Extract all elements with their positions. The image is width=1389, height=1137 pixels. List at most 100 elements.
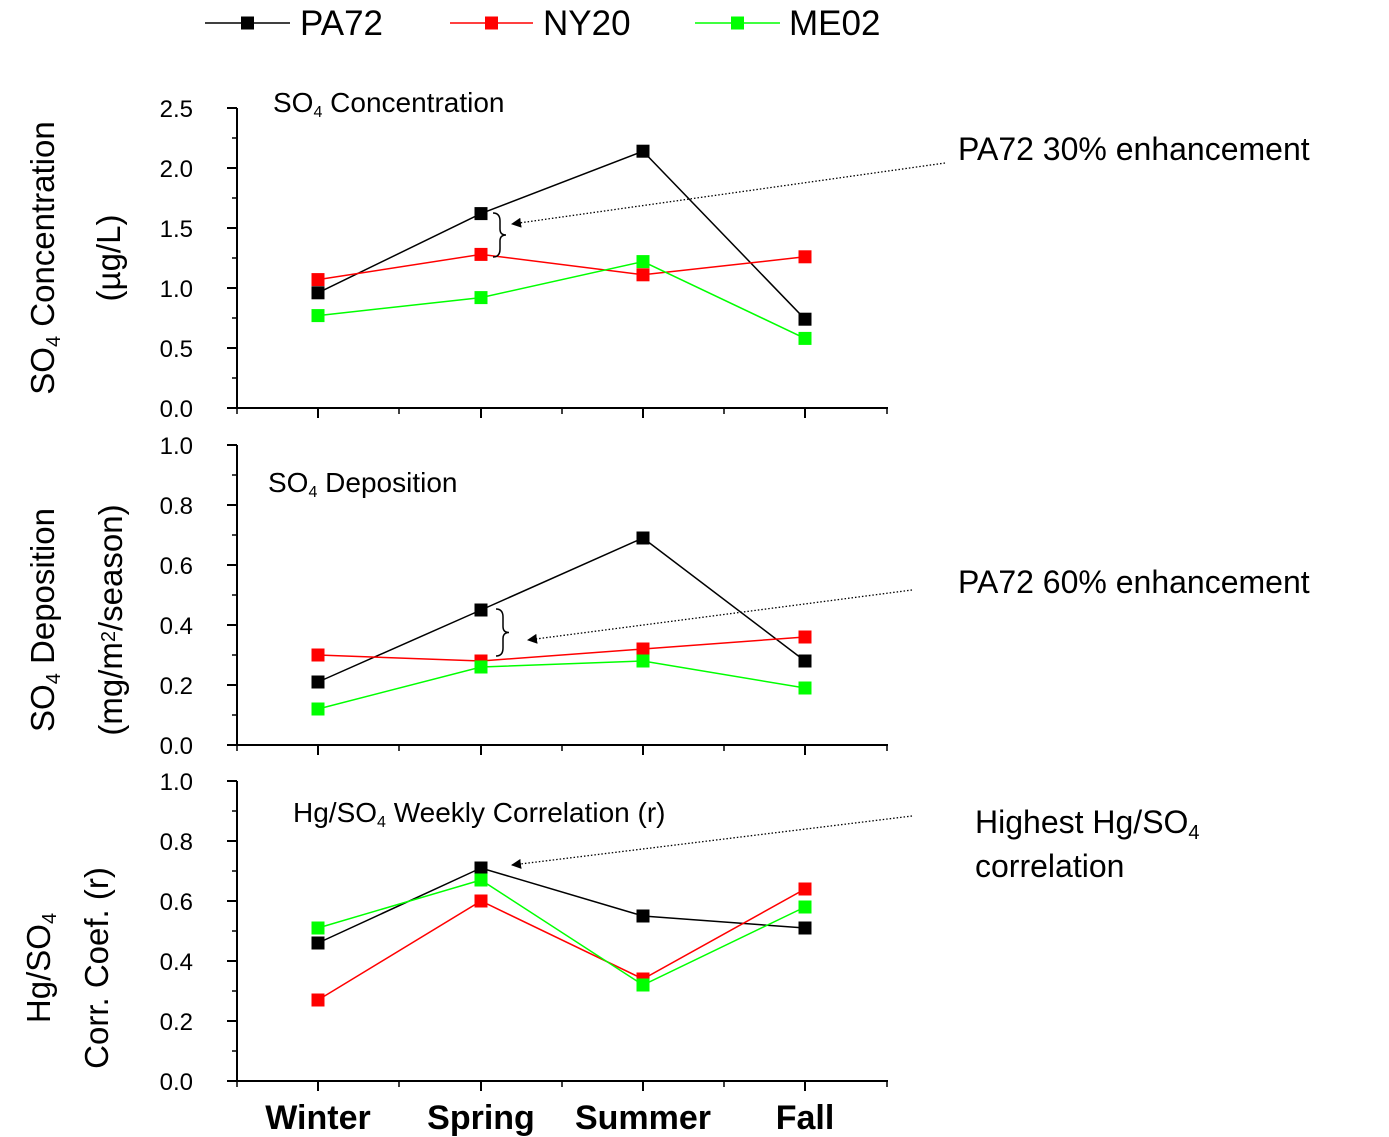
data-point-pa72-fall (798, 312, 812, 326)
data-point-ny20-spring (474, 247, 488, 261)
y-tick-label: 1.0 (160, 769, 193, 796)
data-point-pa72-spring (474, 603, 488, 617)
y-axis-unit: (µg/L) (90, 215, 127, 302)
arrow-correlation (511, 815, 913, 869)
data-point-ny20-summer (636, 268, 650, 282)
data-point-ny20-summer (636, 642, 650, 656)
x-axis-categories: Winter Spring Summer Fall (265, 1099, 834, 1137)
ylabel-main: Hg/SO (20, 924, 57, 1023)
ylabel-main: SO (24, 347, 61, 395)
legend-marker (731, 16, 744, 30)
panel-title: SO4 Concentration (273, 87, 504, 121)
data-point-ny20-winter (311, 648, 325, 662)
data-point-pa72-summer (636, 144, 650, 158)
data-point-pa72-fall (798, 921, 812, 935)
data-point-ny20-winter (311, 993, 325, 1007)
title-main: Hg/SO (293, 797, 377, 828)
ylabel-unit-superscript: 2 (98, 631, 120, 642)
series-line (317, 150, 806, 320)
brace-concentration (492, 212, 507, 258)
legend-marker (241, 16, 254, 30)
data-point-me02-summer (636, 255, 650, 269)
legend-marker (485, 16, 498, 30)
y-axis-title: Hg/SO4 (20, 913, 61, 1023)
annotation-deposition: PA72 60% enhancement (958, 564, 1310, 600)
y-tick-label: 2.0 (160, 156, 193, 183)
annotations: PA72 30% enhancement PA72 60% enhancement… (492, 131, 1310, 884)
annotation-main: Highest Hg/SO (975, 804, 1188, 840)
legend: PA72 NY20 ME02 (205, 4, 880, 43)
series-pa72 (311, 531, 812, 689)
title-subscript: 4 (308, 484, 317, 501)
y-tick-label: 0.2 (160, 1009, 193, 1036)
annotation-concentration: PA72 30% enhancement (958, 131, 1310, 167)
y-tick-label: 0.4 (160, 613, 193, 640)
y-tick-label: 0.0 (160, 396, 193, 423)
series-ny20 (311, 630, 812, 668)
series-pa72 (311, 861, 812, 950)
data-point-pa72-winter (311, 675, 325, 689)
arrow-concentration (511, 162, 946, 228)
title-subscript: 4 (313, 104, 322, 121)
annotation-subscript: 4 (1188, 822, 1199, 844)
legend-item-pa72: PA72 (205, 4, 383, 43)
legend-label: ME02 (789, 4, 880, 43)
data-point-pa72-winter (311, 936, 325, 950)
ylabel-unit-pre: (mg/m (92, 642, 129, 736)
x-category-fall: Fall (776, 1099, 835, 1137)
panel-title: SO4 Deposition (268, 467, 457, 501)
series-line (317, 260, 806, 340)
y-tick-label: 0.0 (160, 733, 193, 760)
series-line (317, 636, 806, 662)
annotation-correlation-line1: Highest Hg/SO4 (975, 804, 1200, 844)
legend-label: NY20 (543, 4, 631, 43)
series-ny20 (311, 247, 812, 287)
panel-title: Hg/SO4 Weekly Correlation (r) (293, 797, 666, 831)
data-point-ny20-winter (311, 273, 325, 287)
data-point-pa72-winter (311, 286, 325, 300)
title-main: SO (268, 467, 308, 498)
title-rest: Weekly Correlation (r) (386, 797, 666, 828)
data-point-me02-fall (798, 900, 812, 914)
y-axis-title: SO4 Deposition (24, 508, 65, 732)
data-point-ny20-fall (798, 250, 812, 264)
series-me02 (311, 873, 812, 992)
x-category-spring: Spring (427, 1099, 535, 1137)
y-tick-label: 0.6 (160, 553, 193, 580)
ylabel-unit-post: /season) (92, 504, 129, 631)
series-line (317, 537, 806, 683)
annotation-correlation-line2: correlation (975, 848, 1124, 884)
y-tick-label: 2.5 (160, 96, 193, 123)
data-point-pa72-summer (636, 909, 650, 923)
ylabel-main: SO (24, 684, 61, 732)
ylabel-subscript: 4 (39, 913, 61, 924)
data-point-ny20-fall (798, 630, 812, 644)
data-point-me02-spring (474, 660, 488, 674)
data-point-pa72-spring (474, 861, 488, 875)
y-tick-label: 1.0 (160, 433, 193, 460)
series-ny20 (311, 882, 812, 1007)
series-line (317, 879, 806, 986)
y-axis-unit: Corr. Coef. (r) (78, 867, 115, 1069)
y-tick-label: 0.2 (160, 673, 193, 700)
data-point-pa72-spring (474, 207, 488, 221)
legend-item-ny20: NY20 (450, 4, 631, 43)
y-tick-label: 0.0 (160, 1069, 193, 1096)
data-point-me02-winter (311, 309, 325, 323)
x-category-summer: Summer (575, 1099, 711, 1137)
data-point-me02-fall (798, 681, 812, 695)
data-point-ny20-spring (474, 894, 488, 908)
data-point-me02-spring (474, 291, 488, 305)
y-tick-label: 0.4 (160, 949, 193, 976)
y-tick-label: 0.8 (160, 829, 193, 856)
data-point-ny20-fall (798, 882, 812, 896)
ylabel-rest: Concentration (24, 121, 61, 336)
y-tick-label: 1.0 (160, 276, 193, 303)
data-point-me02-summer (636, 654, 650, 668)
brace-deposition (495, 608, 510, 657)
series-pa72 (311, 144, 812, 326)
title-main: SO (273, 87, 313, 118)
y-tick-label: 0.5 (160, 336, 193, 363)
